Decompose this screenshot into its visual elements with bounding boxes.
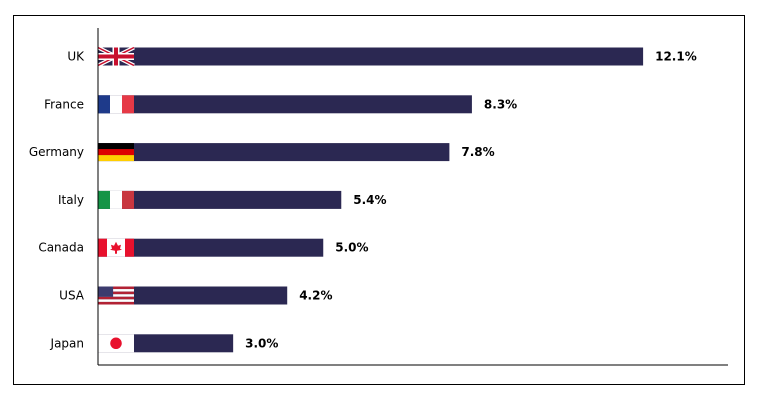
flags-layer	[97, 45, 135, 353]
bar-italy	[98, 190, 342, 209]
italy-flag-icon	[98, 190, 134, 209]
bar-chart: UK 12.1% France 8.3% Germany 7.8% Italy 5.4% Can…	[29, 28, 728, 366]
value-label-italy: 5.4%	[353, 193, 386, 207]
japan-flag-icon	[98, 334, 134, 353]
category-label-france: France	[44, 97, 84, 111]
usa-flag-icon	[98, 286, 134, 305]
category-label-germany: Germany	[29, 145, 84, 159]
labels-layer: UK 12.1% France 8.3% Germany 7.8% Italy 5.4% Can…	[29, 50, 697, 351]
bar-usa	[98, 286, 288, 305]
category-label-canada: Canada	[38, 241, 84, 255]
value-label-uk: 12.1%	[655, 50, 697, 64]
bar-uk	[98, 47, 644, 66]
category-label-japan: Japan	[50, 336, 84, 350]
bar-canada	[98, 238, 324, 257]
bar-germany	[98, 143, 450, 162]
category-label-italy: Italy	[58, 193, 84, 207]
bar-france	[98, 95, 472, 114]
value-label-usa: 4.2%	[299, 289, 332, 303]
canada-flag-icon	[98, 238, 134, 257]
value-label-canada: 5.0%	[335, 241, 368, 255]
category-label-usa: USA	[59, 289, 85, 303]
chart-frame: UK 12.1% France 8.3% Germany 7.8% Italy 5.4% Can…	[13, 15, 745, 385]
value-label-germany: 7.8%	[461, 145, 494, 159]
value-label-france: 8.3%	[484, 97, 517, 111]
france-flag-icon	[98, 95, 134, 114]
uk-flag-icon	[97, 45, 135, 68]
category-label-uk: UK	[67, 50, 85, 64]
germany-flag-icon	[98, 143, 134, 162]
value-label-japan: 3.0%	[245, 336, 278, 350]
